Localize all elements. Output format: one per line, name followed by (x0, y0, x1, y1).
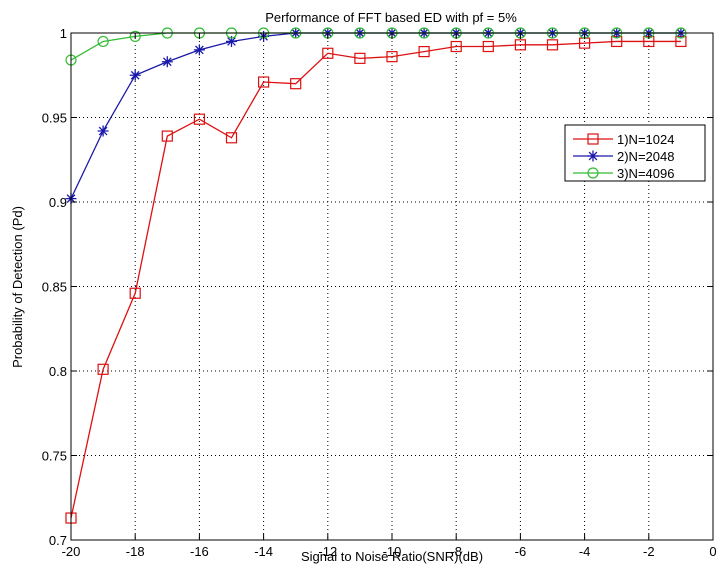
x-tick-label: -6 (515, 544, 527, 559)
legend-label: 3)N=4096 (617, 166, 674, 181)
data-point (193, 113, 205, 125)
data-point (129, 287, 141, 299)
x-tick-label: -8 (450, 544, 462, 559)
legend-swatch-marker (587, 167, 599, 179)
y-tick-label: 0.95 (42, 111, 67, 126)
legend-item-1: 1)N=1024 (573, 132, 674, 147)
legend-items: 1)N=1024 2)N=2048 3)N=4096 (573, 132, 674, 181)
star-marker-stroke (587, 150, 599, 162)
data-point (418, 45, 430, 58)
x-tick-label: -2 (643, 544, 655, 559)
y-tick-label: 0.7 (49, 533, 67, 548)
data-point (226, 35, 237, 47)
x-tick-label: -16 (190, 544, 209, 559)
y-tick-label: 0.8 (49, 364, 67, 379)
x-tick-label: -12 (318, 544, 337, 559)
y-tick-label: 0.75 (42, 449, 67, 464)
legend-label: 2)N=2048 (617, 149, 674, 164)
ticks (70, 32, 714, 541)
data-point (225, 132, 238, 144)
data-point (129, 30, 141, 42)
grid (71, 33, 713, 540)
data-point (482, 40, 494, 53)
chart-title: Performance of FFT based ED with pf = 5% (265, 10, 517, 25)
data-point (450, 40, 462, 53)
star-marker-stroke (161, 56, 173, 68)
data-point (161, 56, 173, 68)
star-marker-stroke (97, 125, 109, 137)
star-marker-stroke (129, 69, 141, 81)
x-tick-label: 0 (709, 544, 716, 559)
data-point (97, 363, 109, 375)
data-point (258, 76, 270, 88)
legend-item-2: 2)N=2048 (573, 149, 674, 164)
data-point (290, 78, 302, 90)
x-tick-label: -20 (62, 544, 81, 559)
star-marker-stroke (226, 35, 237, 47)
y-tick-label: 0.9 (49, 195, 67, 210)
data-point (322, 47, 334, 59)
y-tick-labels: 0.7 0.75 0.8 0.85 0.9 0.95 1 (42, 26, 67, 548)
data-point (129, 69, 141, 81)
data-point (386, 51, 398, 63)
data-point (161, 130, 173, 142)
x-axis-label: Signal to Noise Ratio(SNR)(dB) (301, 549, 483, 564)
y-axis-label: Probability of Detection (Pd) (10, 206, 25, 368)
legend: 1)N=1024 2)N=2048 3)N=4096 (564, 124, 706, 182)
x-tick-labels: -20 -18 -16 -14 -12 -10 -8 -6 -4 -2 0 (62, 544, 717, 559)
x-tick-label: -4 (579, 544, 591, 559)
x-tick-label: -14 (254, 544, 273, 559)
y-tick-label: 0.85 (42, 280, 67, 295)
series-1 (65, 35, 687, 524)
data-point (193, 44, 205, 56)
x-tick-label: -18 (126, 544, 145, 559)
data-point (97, 125, 109, 137)
legend-swatch-marker (587, 133, 599, 145)
legend-item-3: 3)N=4096 (573, 166, 674, 181)
data-point (546, 39, 559, 51)
data-point (514, 39, 527, 51)
star-marker-stroke (193, 44, 205, 56)
legend-swatch-marker (587, 150, 599, 162)
x-tick-label: -10 (383, 544, 402, 559)
data-point (97, 35, 109, 48)
y-tick-label: 1 (60, 26, 67, 41)
legend-label: 1)N=1024 (617, 132, 674, 147)
data-point (354, 52, 366, 64)
